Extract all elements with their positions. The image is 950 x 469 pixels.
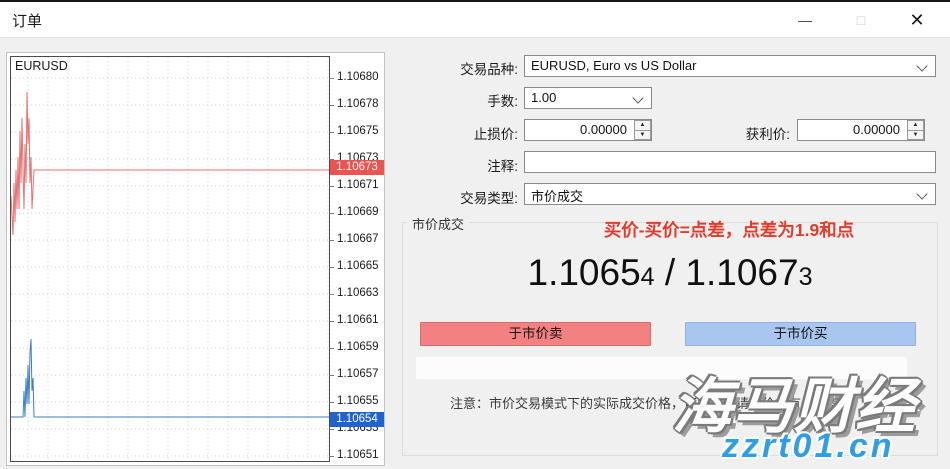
axis-price-label: 1.10665 bbox=[337, 260, 379, 272]
order-type-value: 市价成交 bbox=[531, 189, 584, 204]
bid-quote-last-digit: 4 bbox=[640, 263, 655, 291]
order-type-label: 交易类型: bbox=[460, 191, 518, 206]
take-profit-label: 获利价: bbox=[745, 127, 790, 142]
chevron-down-icon bbox=[916, 188, 928, 200]
spread-annotation: 买价-买价=点差，点差为1.9和点 bbox=[603, 220, 855, 240]
axis-price-label: 1.10659 bbox=[337, 341, 379, 353]
axis-tick bbox=[329, 105, 334, 106]
close-icon[interactable]: ✕ bbox=[909, 9, 925, 30]
stop-loss-input[interactable]: 0.00000 ▲ ▼ bbox=[524, 119, 652, 141]
group-title: 市价成交 bbox=[407, 214, 470, 233]
spinner-up-icon[interactable]: ▲ bbox=[907, 120, 924, 131]
take-profit-input[interactable]: 0.00000 ▲ ▼ bbox=[797, 119, 925, 141]
tick-chart-svg bbox=[11, 57, 329, 461]
ask-quote: 1.1067 bbox=[685, 252, 799, 293]
axis-price-label: 1.10678 bbox=[337, 98, 379, 110]
take-profit-value: 0.00000 bbox=[853, 122, 900, 137]
axis-tick bbox=[329, 294, 334, 295]
window-title: 订单 bbox=[12, 13, 43, 30]
volume-select[interactable]: 1.00 bbox=[524, 87, 652, 109]
symbol-label: 交易品种: bbox=[460, 62, 518, 77]
execution-notice: 注意：市价交易模式下的实际成交价格，可能会和请求价格有一定差别 bbox=[450, 396, 854, 411]
title-bar: 订单 — □ ✕ bbox=[0, 0, 950, 38]
axis-tick bbox=[329, 456, 334, 457]
axis-tick bbox=[329, 159, 334, 160]
axis-price-label: 1.10657 bbox=[337, 368, 379, 380]
bid-ask-quote: 1.10654 / 1.10673 bbox=[402, 252, 938, 294]
axis-tick bbox=[329, 375, 334, 376]
spinner-up-icon[interactable]: ▲ bbox=[634, 120, 651, 131]
axis-tick bbox=[329, 267, 334, 268]
axis-tick bbox=[329, 321, 334, 322]
axis-price-label: 1.10661 bbox=[337, 314, 379, 326]
symbol-value: EURUSD, Euro vs US Dollar bbox=[531, 58, 697, 73]
axis-tick bbox=[329, 186, 334, 187]
order-type-select[interactable]: 市价成交 bbox=[524, 183, 936, 205]
market-execution-group: 市价成交 bbox=[402, 214, 938, 456]
ask-line bbox=[11, 91, 329, 236]
stop-loss-value: 0.00000 bbox=[580, 122, 627, 137]
axis-tick bbox=[329, 213, 334, 214]
axis-price-label: 1.10675 bbox=[337, 125, 379, 137]
axis-price-label: 1.10671 bbox=[337, 179, 379, 191]
axis-tick bbox=[329, 132, 334, 133]
axis-price-label: 1.10669 bbox=[337, 206, 379, 218]
comment-label: 注释: bbox=[487, 159, 518, 174]
chevron-down-icon bbox=[632, 92, 644, 104]
spinner-down-icon[interactable]: ▼ bbox=[907, 130, 924, 140]
bid-price-badge: 1.10654 bbox=[330, 412, 384, 427]
tick-chart-panel: EURUSD 1.10680 1.10678 1.10675 1.10673 1.106… bbox=[6, 52, 385, 466]
sell-by-market-button[interactable]: 于市价卖 bbox=[420, 322, 651, 346]
spinner-down-icon[interactable]: ▼ bbox=[634, 130, 651, 140]
chart-symbol-label: EURUSD bbox=[15, 59, 68, 73]
buy-by-market-button[interactable]: 于市价买 bbox=[685, 322, 916, 346]
stop-loss-label: 止损价: bbox=[473, 127, 518, 142]
ask-price-badge: 1.10673 bbox=[330, 160, 384, 175]
bid-quote: 1.1065 bbox=[527, 252, 641, 293]
minimize-icon[interactable]: — bbox=[798, 12, 812, 28]
ask-quote-last-digit: 3 bbox=[798, 263, 813, 291]
axis-tick bbox=[329, 78, 334, 79]
axis-tick bbox=[329, 240, 334, 241]
axis-price-label: 1.10680 bbox=[337, 71, 379, 83]
window-controls: — □ ✕ bbox=[790, 2, 932, 38]
axis-tick bbox=[329, 429, 334, 430]
bid-line bbox=[11, 338, 329, 418]
maximize-icon[interactable]: □ bbox=[856, 12, 866, 28]
axis-tick bbox=[329, 402, 334, 403]
axis-price-label: 1.10655 bbox=[337, 395, 379, 407]
symbol-select[interactable]: EURUSD, Euro vs US Dollar bbox=[524, 55, 936, 77]
axis-price-label: 1.10651 bbox=[337, 449, 379, 461]
axis-price-label: 1.10667 bbox=[337, 233, 379, 245]
quote-separator: / bbox=[654, 252, 686, 293]
tick-chart: EURUSD bbox=[10, 56, 330, 462]
volume-value: 1.00 bbox=[531, 90, 557, 105]
comment-input[interactable] bbox=[524, 151, 936, 173]
volume-label: 手数: bbox=[487, 94, 518, 109]
disabled-action-bar bbox=[415, 356, 908, 380]
axis-tick bbox=[329, 348, 334, 349]
take-profit-spinner: ▲ ▼ bbox=[907, 120, 924, 140]
axis-price-label: 1.10663 bbox=[337, 287, 379, 299]
stop-loss-spinner: ▲ ▼ bbox=[634, 120, 651, 140]
chevron-down-icon bbox=[916, 60, 928, 72]
